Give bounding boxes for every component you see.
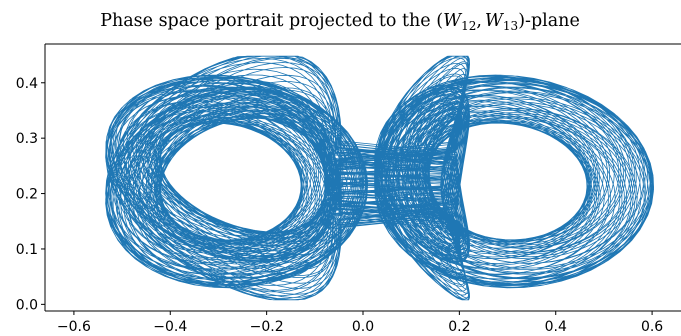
x-tick-label: 0.4 xyxy=(545,319,567,335)
x-tick-label: −0.6 xyxy=(57,319,91,335)
title-sub1: 12 xyxy=(461,19,476,33)
x-tick-label: 0.6 xyxy=(641,319,663,335)
y-tick-label: 0.4 xyxy=(16,76,38,92)
x-tick-label: −0.4 xyxy=(153,319,187,335)
title-var1: W xyxy=(443,11,463,31)
x-axis-ticks: −0.6 −0.4 −0.2 0.0 0.2 0.4 0.6 xyxy=(57,311,663,335)
title-prefix: Phase space portrait projected to the ( xyxy=(100,11,443,31)
trajectory-line xyxy=(105,55,655,301)
x-tick-label: −0.2 xyxy=(250,319,284,335)
title-sep: , xyxy=(476,11,482,31)
chart-title: Phase space portrait projected to the (W… xyxy=(100,11,580,33)
trajectory-series xyxy=(105,55,655,301)
y-tick-label: 0.1 xyxy=(16,242,38,258)
title-var2: W xyxy=(485,11,505,31)
y-tick-label: 0.2 xyxy=(16,187,38,203)
x-tick-label: 0.0 xyxy=(352,319,374,335)
x-tick-label: 0.2 xyxy=(448,319,470,335)
y-tick-label: 0.3 xyxy=(16,131,38,147)
y-tick-label: 0.0 xyxy=(16,297,38,313)
title-suffix: )-plane xyxy=(518,11,580,31)
y-axis-ticks: 0.0 0.1 0.2 0.3 0.4 xyxy=(16,76,45,313)
title-sub2: 13 xyxy=(503,19,518,33)
